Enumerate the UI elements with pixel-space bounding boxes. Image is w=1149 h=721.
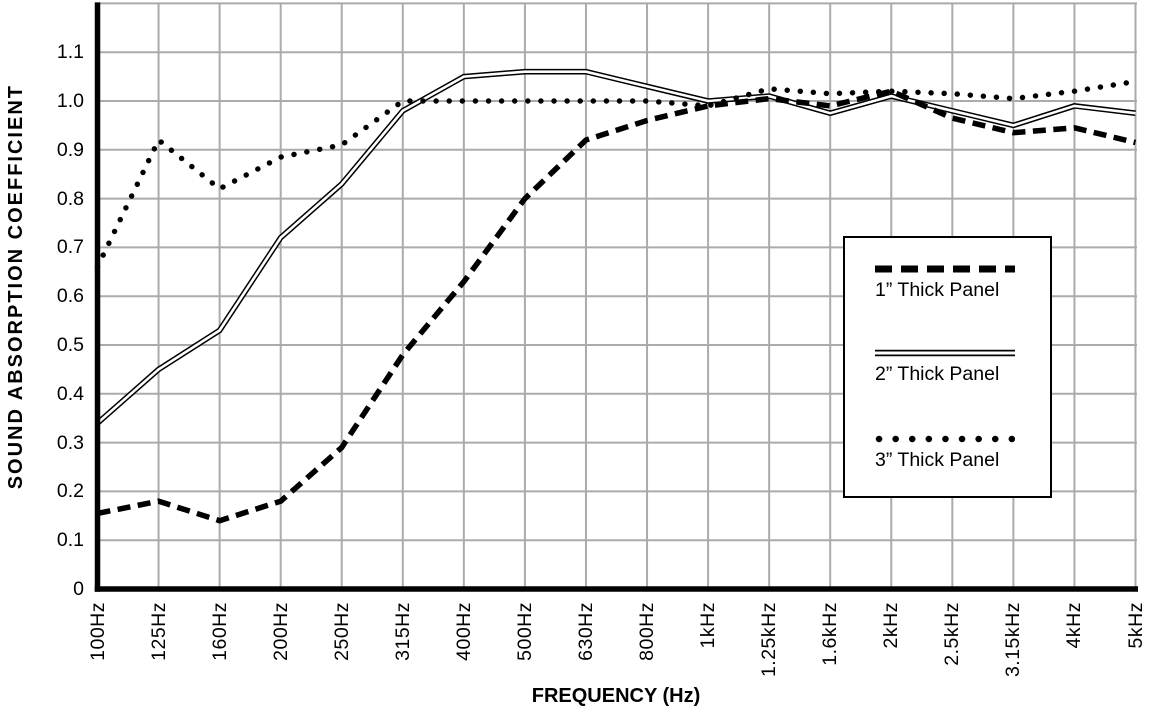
y-tick-label: 0.1 — [56, 529, 84, 552]
dashed-line-sample-icon — [875, 265, 1015, 273]
y-tick-label: 0.6 — [56, 285, 84, 308]
y-tick-label: 0.7 — [56, 236, 84, 259]
x-tick-label: 1kHz — [697, 602, 720, 649]
y-tick-label: 1.0 — [56, 90, 84, 112]
x-tick-label: 2kHz — [880, 602, 903, 649]
legend-label-3in: 3” Thick Panel — [875, 449, 1000, 471]
x-tick-label: 3.15kHz — [1002, 602, 1025, 678]
legend-label-1in: 1” Thick Panel — [875, 279, 1000, 301]
x-tick-label: 250Hz — [330, 602, 353, 661]
series-2in-thick-panel-core — [96, 70, 1136, 425]
y-tick-label: 0 — [73, 578, 84, 600]
series-1in-thick-panel — [96, 88, 1137, 524]
x-tick-label: 5kHz — [1124, 602, 1147, 649]
y-tick-label: 0.9 — [56, 138, 84, 161]
x-tick-label: 125Hz — [147, 602, 170, 661]
x-tick-label: 2.5kHz — [941, 602, 964, 666]
legend-item-1in-panel: 1” Thick Panel — [875, 264, 1025, 302]
x-tick-label: 800Hz — [636, 602, 659, 661]
y-tick-label: 0.8 — [56, 187, 84, 210]
x-tick-label: 400Hz — [452, 602, 475, 661]
dotted-line-sample-icon — [875, 435, 1015, 443]
legend-label-2in: 2” Thick Panel — [875, 363, 1000, 385]
x-tick-label: 4kHz — [1063, 602, 1086, 649]
legend-item-3in-panel: 3” Thick Panel — [875, 434, 1025, 472]
x-tick-label: 160Hz — [208, 602, 231, 661]
double-line-sample-icon — [875, 349, 1015, 357]
x-tick-label: 630Hz — [574, 602, 597, 661]
y-tick-label: 0.3 — [56, 431, 84, 454]
y-tick-label: 1.1 — [56, 41, 84, 64]
legend: 1” Thick Panel 2” Thick Panel 3” Thick P… — [843, 236, 1052, 498]
x-tick-label: 500Hz — [513, 602, 536, 661]
x-tick-label: 200Hz — [269, 602, 292, 661]
x-tick-label: 315Hz — [391, 602, 414, 661]
x-tick-label: 100Hz — [86, 602, 109, 661]
legend-item-2in-panel: 2” Thick Panel — [875, 348, 1025, 386]
y-tick-label: 0.2 — [56, 480, 84, 503]
x-tick-label: 1.25kHz — [758, 602, 781, 678]
x-tick-label: 1.6kHz — [819, 602, 842, 666]
series-3in-thick-panel — [94, 78, 1139, 270]
y-tick-label: 0.5 — [56, 334, 84, 356]
y-tick-label: 0.4 — [56, 382, 84, 405]
x-axis-title: FREQUENCY (Hz) — [531, 685, 701, 707]
